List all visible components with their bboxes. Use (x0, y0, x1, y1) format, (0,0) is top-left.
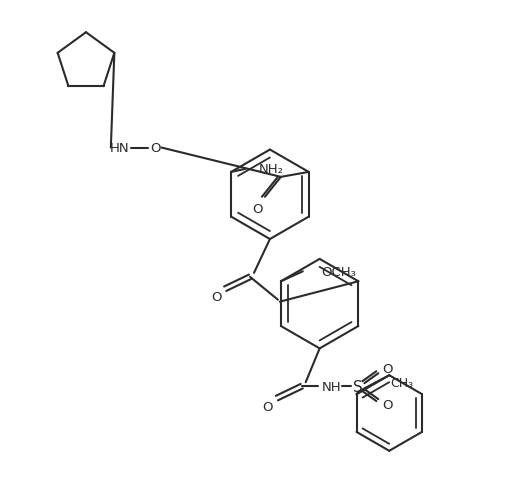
Text: O: O (211, 290, 222, 303)
Text: OCH₃: OCH₃ (322, 265, 357, 278)
Text: O: O (150, 142, 161, 155)
Text: O: O (253, 203, 263, 216)
Text: NH₂: NH₂ (259, 163, 284, 176)
Text: O: O (263, 400, 273, 413)
Text: HN: HN (110, 142, 130, 155)
Text: CH₃: CH₃ (390, 376, 413, 389)
Text: O: O (382, 362, 393, 375)
Text: O: O (382, 398, 393, 411)
Text: S: S (353, 379, 362, 394)
Text: NH: NH (322, 380, 341, 393)
